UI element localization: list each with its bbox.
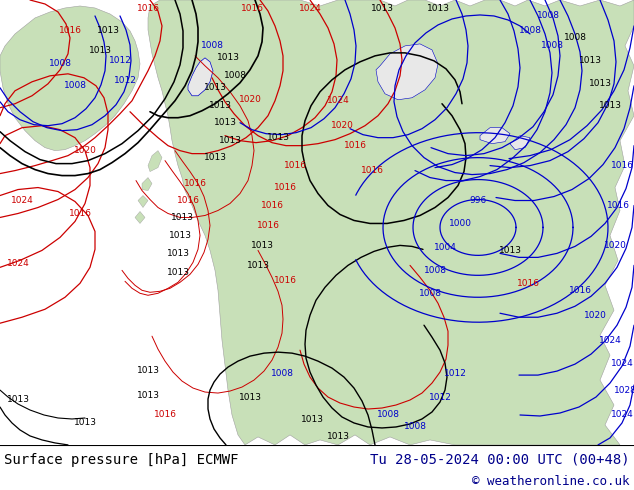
Text: 1020: 1020 — [74, 146, 96, 155]
Text: 1008: 1008 — [536, 11, 559, 21]
Text: 1024: 1024 — [11, 196, 34, 205]
Text: 1013: 1013 — [327, 433, 349, 441]
Text: 1008: 1008 — [200, 41, 224, 50]
Text: 1020: 1020 — [330, 121, 353, 130]
Text: 1008: 1008 — [418, 289, 441, 298]
Text: 1024: 1024 — [299, 4, 321, 14]
Text: Surface pressure [hPa] ECMWF: Surface pressure [hPa] ECMWF — [4, 453, 238, 467]
Text: 1008: 1008 — [224, 72, 247, 80]
Text: 1013: 1013 — [214, 118, 236, 127]
Text: 1013: 1013 — [169, 231, 191, 240]
Text: 1013: 1013 — [171, 213, 193, 222]
Text: 1004: 1004 — [434, 243, 456, 252]
Text: 1013: 1013 — [209, 101, 231, 110]
Text: 1013: 1013 — [96, 26, 119, 35]
Text: 1008: 1008 — [403, 422, 427, 432]
Text: 1008: 1008 — [48, 59, 72, 68]
Text: 1016: 1016 — [273, 276, 297, 285]
Text: 1013: 1013 — [136, 391, 160, 399]
Text: 1013: 1013 — [167, 249, 190, 258]
Text: 1020: 1020 — [583, 311, 607, 320]
Text: 1024: 1024 — [598, 336, 621, 344]
Text: 996: 996 — [469, 196, 487, 205]
Text: 1013: 1013 — [498, 246, 522, 255]
Text: 1000: 1000 — [448, 219, 472, 228]
Text: 1008: 1008 — [564, 33, 586, 43]
Text: 1013: 1013 — [588, 79, 612, 88]
Text: 1012: 1012 — [113, 76, 136, 85]
Text: 1016: 1016 — [183, 179, 207, 188]
Polygon shape — [138, 196, 148, 207]
Text: 1013: 1013 — [247, 261, 269, 270]
Text: 1013: 1013 — [370, 4, 394, 14]
Text: 1016: 1016 — [517, 279, 540, 288]
Text: 1016: 1016 — [261, 201, 283, 210]
Text: 1016: 1016 — [283, 161, 306, 170]
Text: 1024: 1024 — [611, 359, 633, 368]
Text: 1016: 1016 — [361, 166, 384, 175]
Text: 1016: 1016 — [257, 221, 280, 230]
Text: 1024: 1024 — [327, 96, 349, 105]
Polygon shape — [148, 150, 162, 172]
Text: 1013: 1013 — [204, 153, 226, 162]
Text: 1008: 1008 — [377, 411, 399, 419]
Text: 1016: 1016 — [68, 209, 91, 218]
Text: 1016: 1016 — [611, 161, 633, 170]
Text: 1013: 1013 — [578, 56, 602, 65]
Text: 1013: 1013 — [204, 83, 226, 92]
Text: 1020: 1020 — [238, 95, 261, 104]
Polygon shape — [148, 0, 634, 445]
Text: 1024: 1024 — [6, 259, 29, 268]
Text: 1013: 1013 — [250, 241, 273, 250]
Text: 1016: 1016 — [607, 201, 630, 210]
Polygon shape — [0, 6, 140, 150]
Text: 1016: 1016 — [176, 196, 200, 205]
Text: 1016: 1016 — [136, 4, 160, 14]
Text: 1024: 1024 — [611, 411, 633, 419]
Text: 1008: 1008 — [424, 266, 446, 275]
Polygon shape — [142, 177, 152, 191]
Text: 1013: 1013 — [598, 101, 621, 110]
Text: Tu 28-05-2024 00:00 UTC (00+48): Tu 28-05-2024 00:00 UTC (00+48) — [370, 453, 630, 467]
Polygon shape — [510, 136, 530, 149]
Text: 1013: 1013 — [167, 268, 190, 277]
Text: 1008: 1008 — [541, 41, 564, 50]
Polygon shape — [135, 212, 145, 223]
Text: 1016: 1016 — [344, 141, 366, 150]
Text: 1013: 1013 — [266, 133, 290, 142]
Text: 1013: 1013 — [136, 366, 160, 374]
Text: 1016: 1016 — [153, 411, 176, 419]
Text: 1028: 1028 — [614, 386, 634, 394]
Polygon shape — [376, 44, 438, 100]
Text: 1012: 1012 — [429, 392, 451, 401]
Text: 1013: 1013 — [89, 47, 112, 55]
Text: 1013: 1013 — [6, 394, 30, 404]
Polygon shape — [188, 58, 213, 96]
Text: 1013: 1013 — [301, 416, 323, 424]
Text: 1013: 1013 — [216, 53, 240, 62]
Polygon shape — [480, 128, 510, 144]
Text: 1020: 1020 — [604, 241, 626, 250]
Text: © weatheronline.co.uk: © weatheronline.co.uk — [472, 475, 630, 489]
Text: 1008: 1008 — [271, 368, 294, 378]
Text: 1016: 1016 — [58, 26, 82, 35]
Text: 1016: 1016 — [240, 4, 264, 14]
Text: 1013: 1013 — [219, 136, 242, 145]
Text: 1012: 1012 — [108, 56, 131, 65]
Text: 1013: 1013 — [238, 392, 261, 401]
Text: 1008: 1008 — [519, 26, 541, 35]
Text: 1008: 1008 — [63, 81, 86, 90]
Text: 1016: 1016 — [569, 286, 592, 295]
Text: 1012: 1012 — [444, 368, 467, 378]
Text: 1016: 1016 — [273, 183, 297, 192]
Text: 1013: 1013 — [427, 4, 450, 14]
Text: 1013: 1013 — [74, 418, 96, 427]
